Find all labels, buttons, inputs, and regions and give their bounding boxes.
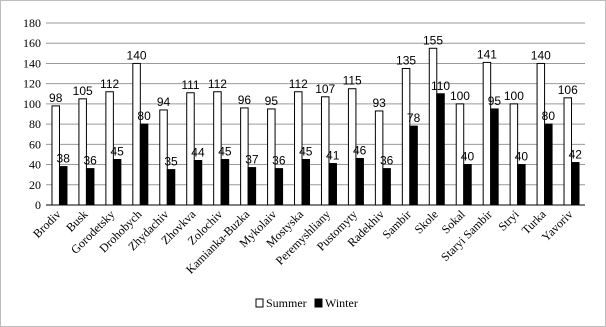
bar-summer xyxy=(536,62,546,206)
data-label-winter: 37 xyxy=(245,153,259,167)
data-label-summer: 155 xyxy=(423,33,443,47)
data-label-winter: 36 xyxy=(380,154,394,168)
data-label-winter: 80 xyxy=(137,109,151,123)
data-label-summer: 141 xyxy=(477,47,497,61)
data-label-summer: 100 xyxy=(504,89,524,103)
data-label-summer: 93 xyxy=(372,96,386,110)
data-label-winter: 38 xyxy=(57,152,71,166)
bar-summer xyxy=(78,98,87,206)
bar-winter xyxy=(58,166,68,206)
data-label-winter: 40 xyxy=(461,150,475,164)
y-tick-label: 160 xyxy=(23,36,41,50)
data-label-winter: 36 xyxy=(83,154,97,168)
data-label-summer: 94 xyxy=(157,95,171,109)
data-label-winter: 110 xyxy=(431,79,450,93)
x-tick-label: Stryi xyxy=(495,207,522,234)
data-label-summer: 115 xyxy=(343,74,362,88)
bar-winter xyxy=(166,169,176,206)
legend-swatch-winter xyxy=(314,298,323,308)
data-label-summer: 135 xyxy=(396,54,416,68)
y-tick-label: 140 xyxy=(23,56,41,70)
data-label-winter: 95 xyxy=(488,94,502,108)
bar-winter xyxy=(328,163,337,206)
x-tick-label: Brodiv xyxy=(30,207,63,240)
data-label-summer: 96 xyxy=(238,93,252,107)
bar-winter xyxy=(274,168,284,206)
data-label-summer: 112 xyxy=(100,77,119,91)
data-label-summer: 112 xyxy=(289,77,308,91)
bar-winter xyxy=(220,159,230,206)
data-label-summer: 111 xyxy=(181,78,200,92)
data-label-winter: 40 xyxy=(515,150,529,164)
bar-winter xyxy=(409,125,418,206)
data-label-winter: 78 xyxy=(407,111,421,125)
bar-winter xyxy=(85,168,95,206)
data-label-winter: 35 xyxy=(164,155,178,169)
y-tick-label: 20 xyxy=(29,178,41,192)
y-axis: 0 20 40 60 80 100 120 140 160 180 xyxy=(23,16,41,212)
data-label-winter: 80 xyxy=(542,109,556,123)
bar-winter xyxy=(571,162,580,206)
bar-winter xyxy=(301,159,311,206)
bar-winter xyxy=(193,160,203,206)
data-label-winter: 41 xyxy=(326,149,340,163)
data-label-winter: 45 xyxy=(218,145,232,159)
data-label-winter: 46 xyxy=(353,143,367,157)
data-label-summer: 140 xyxy=(127,48,147,62)
data-label-summer: 112 xyxy=(208,77,227,91)
data-label-winter: 36 xyxy=(272,154,286,168)
data-label-summer: 107 xyxy=(315,82,335,96)
x-tick-label: Sambir xyxy=(380,207,414,241)
y-tick-label: 100 xyxy=(23,97,41,111)
x-axis: Brodiv BuskGorodetskyDrohobychZhydachivZh… xyxy=(30,204,585,276)
bar-winter xyxy=(463,164,472,206)
data-label-summer: 98 xyxy=(49,91,63,105)
data-label-summer: 95 xyxy=(265,94,279,108)
data-label-winter: 42 xyxy=(569,148,583,162)
bar-winter xyxy=(490,108,499,206)
data-label-winter: 44 xyxy=(191,146,205,160)
data-label-summer: 106 xyxy=(558,83,578,97)
bar-summer xyxy=(482,61,492,206)
legend-label-summer: Summer xyxy=(266,296,307,310)
y-tick-label: 40 xyxy=(29,158,41,172)
legend: Summer Winter xyxy=(255,296,358,310)
y-tick-label: 60 xyxy=(29,137,41,151)
y-tick-label: 0 xyxy=(35,198,41,212)
bar-winter xyxy=(139,123,149,206)
bar-winter xyxy=(517,164,526,206)
legend-swatch-summer xyxy=(255,298,264,308)
y-tick-label: 80 xyxy=(29,117,41,131)
data-label-summer: 100 xyxy=(450,89,470,103)
data-label-winter: 45 xyxy=(110,145,124,159)
bar-winter xyxy=(247,167,257,206)
bar-summer xyxy=(428,47,438,206)
x-tick-label: Skole xyxy=(412,207,441,236)
legend-label-winter: Winter xyxy=(325,296,358,310)
bars: 98 38 105 36 112 45 140 80 94 35 111 44 112 45 96 37 95 3… xyxy=(49,33,583,206)
data-label-winter: 45 xyxy=(299,145,313,159)
bar-summer xyxy=(132,62,141,206)
y-tick-label: 180 xyxy=(23,16,41,30)
y-tick-label: 120 xyxy=(23,77,41,91)
bar-winter xyxy=(112,159,122,206)
bar-winter xyxy=(355,157,364,206)
data-label-summer: 105 xyxy=(73,84,93,98)
bar-winter xyxy=(436,93,445,206)
bar-winter xyxy=(544,123,553,206)
bar-summer xyxy=(401,68,411,206)
data-label-summer: 140 xyxy=(531,48,551,62)
bar-winter xyxy=(382,168,391,206)
